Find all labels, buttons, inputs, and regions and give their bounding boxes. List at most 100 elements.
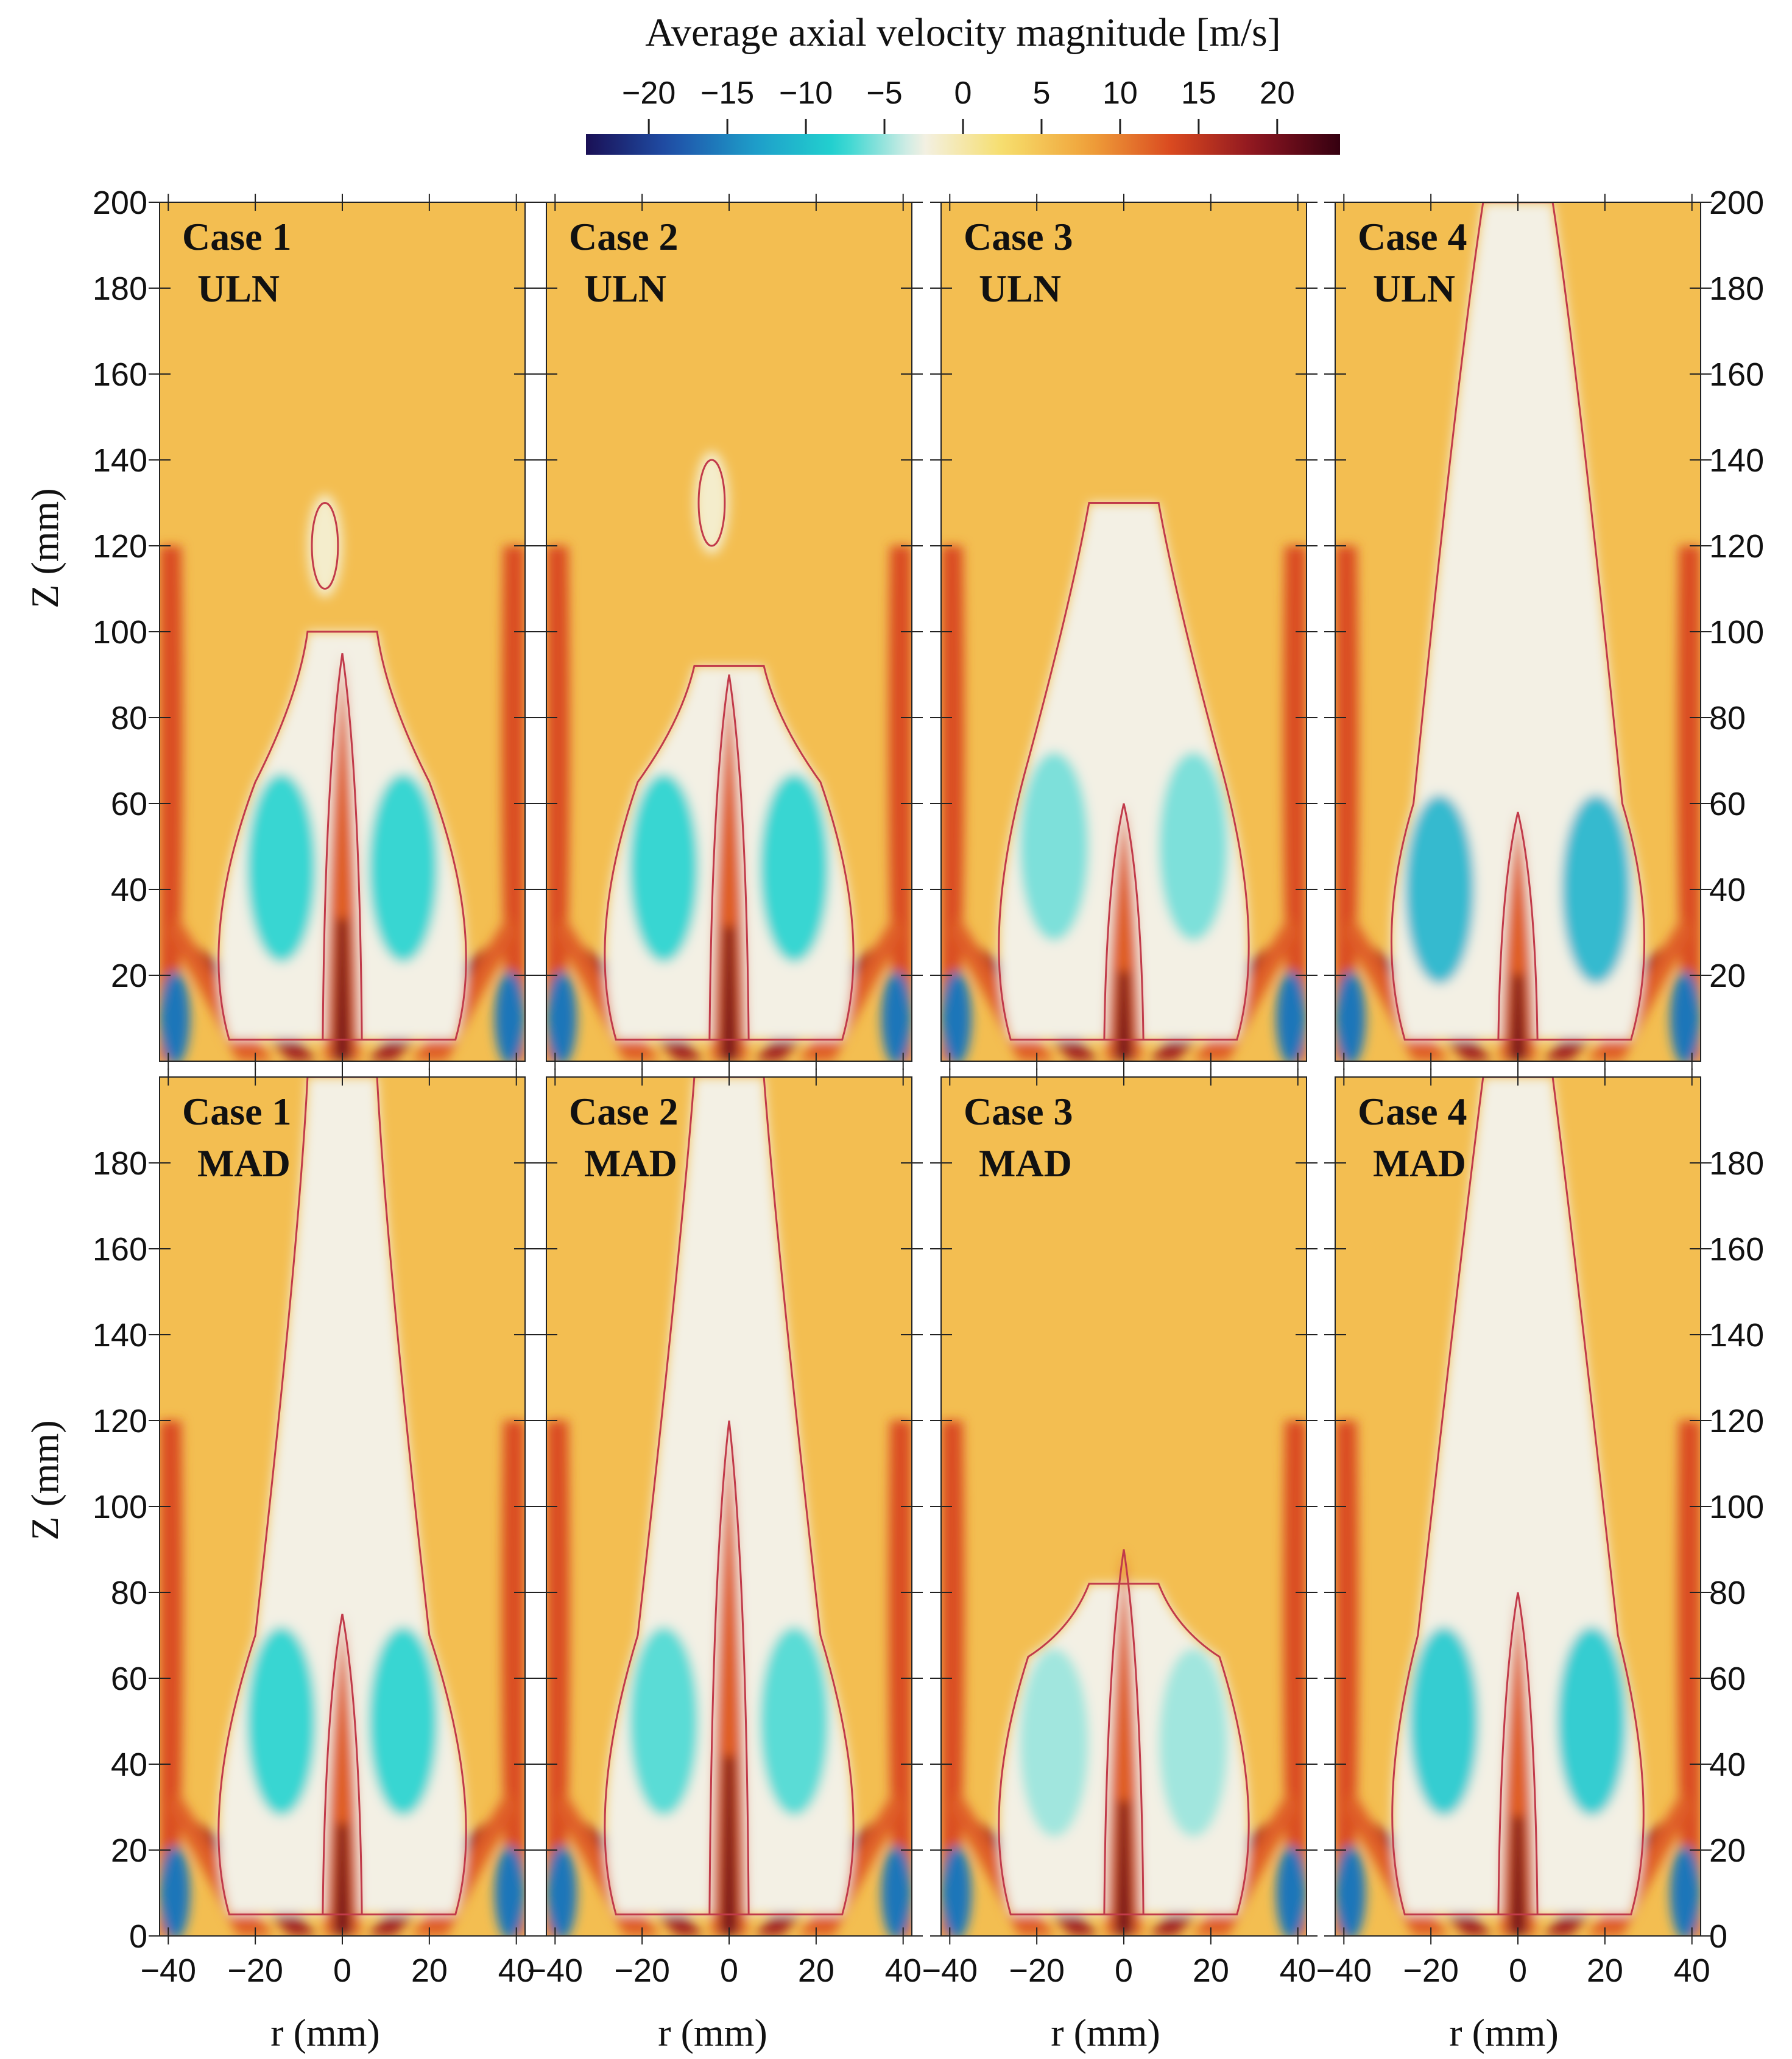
x-tick-label: 20 (1193, 1952, 1229, 1989)
panel-case-label: Case 2 (569, 1090, 679, 1133)
jet-contour (322, 653, 363, 1040)
ylabel-bottom: Z (mm) (23, 1420, 66, 1540)
y-tick-label: 180 (1709, 270, 1764, 307)
recirculation-core (1557, 1626, 1627, 1816)
recirculation-core (246, 1626, 317, 1816)
y-tick-label: 160 (93, 1231, 147, 1268)
corner-vortex (546, 970, 577, 1061)
panel-case-label: Case 3 (964, 215, 1073, 258)
y-tick-label: 40 (111, 872, 147, 908)
recirculation-core (368, 1626, 439, 1816)
y-tick-label: 180 (93, 1145, 147, 1182)
y-tick-label: 80 (111, 1575, 147, 1611)
panel-method-label: ULN (584, 267, 666, 310)
y-tick-label: 60 (111, 786, 147, 822)
velocity-field (941, 202, 1307, 1061)
recirculation-core (1019, 1648, 1089, 1837)
x-tick-label: −20 (614, 1952, 670, 1989)
panel-method-label: MAD (584, 1142, 677, 1185)
colorbar-tick-label: 5 (1032, 76, 1050, 111)
y-tick-label: 20 (111, 958, 147, 994)
y-tick-label: 160 (1709, 356, 1764, 393)
zero-velocity-contour (998, 1583, 1250, 1916)
velocity-field (160, 202, 525, 1061)
x-tick-label: −20 (1009, 1952, 1065, 1989)
y-tick-label: 0 (129, 1918, 147, 1955)
y-tick-label: 140 (1709, 442, 1764, 479)
y-tick-label: 80 (111, 700, 147, 736)
recirculation-bubble (307, 494, 342, 598)
colorbar-tick-labels: −20 −15 −10 −5 0 5 10 15 20 (622, 76, 1295, 135)
recirculation-bubble (694, 451, 729, 555)
zero-velocity-contour (998, 502, 1250, 1041)
panel-case-label: Case 2 (569, 215, 679, 258)
y-tick-label: 20 (1709, 958, 1746, 994)
x-tick-label: 40 (885, 1952, 922, 1989)
panel-case-label: Case 4 (1358, 1090, 1467, 1133)
panel-method-label: ULN (979, 267, 1061, 310)
heatmap-panels: Case 1ULN20406080100120140160180200Case … (93, 185, 1764, 1989)
xlabel-col2: r (mm) (658, 2011, 767, 2054)
recirculation-core (368, 773, 439, 962)
panel-method-label: ULN (197, 267, 280, 310)
recirculation-core (760, 773, 830, 962)
jet-contour (1103, 803, 1145, 1040)
zero-velocity-contour (604, 665, 855, 1041)
recirculation-core (246, 773, 317, 962)
heatmap-panel: Case 3 MAD −40 −20 0 20 40 (922, 1068, 1318, 1989)
recirculation-core (760, 1626, 830, 1816)
y-tick-label: 60 (1709, 786, 1746, 822)
colorbar-tick-label: 0 (954, 76, 972, 111)
x-tick-label: 20 (798, 1952, 834, 1989)
corner-vortex (1335, 1845, 1366, 1936)
y-tick-label: 40 (1709, 872, 1746, 908)
heatmap-panel: Case 1 MAD 0 20 40 60 80 100 120 140 160 180 −40 −20 0… (93, 1068, 536, 1989)
velocity-field (546, 202, 912, 1061)
y-tick-label: 120 (1709, 1403, 1764, 1439)
y-tick-label: 40 (1709, 1746, 1746, 1783)
y-tick-label: 120 (93, 528, 147, 565)
x-tick-label: −20 (227, 1952, 283, 1989)
jet-contour (1103, 1549, 1145, 1915)
x-tick-label: −40 (527, 1952, 583, 1989)
central-jet (1500, 1592, 1536, 1936)
corner-vortex (495, 970, 525, 1061)
x-tick-label: 0 (1509, 1952, 1527, 1989)
recirculation-core (1019, 752, 1089, 941)
ylabel-top: Z (mm) (23, 488, 66, 608)
y-tick-label: 140 (1709, 1317, 1764, 1354)
x-tick-label: 0 (1115, 1952, 1133, 1989)
velocity-field (160, 1077, 525, 1936)
y-tick-label: 40 (111, 1746, 147, 1783)
panel-case-label: Case 3 (964, 1090, 1073, 1133)
corner-vortex (160, 970, 190, 1061)
y-tick-label: 180 (93, 270, 147, 307)
xlabel-col3: r (mm) (1051, 2011, 1160, 2054)
corner-vortex (941, 1845, 972, 1936)
y-tick-label: 20 (1709, 1832, 1746, 1869)
y-tick-label: 160 (1709, 1231, 1764, 1268)
central-jet-core (333, 918, 351, 1061)
bubble-contour (311, 502, 339, 590)
y-tick-label: 100 (1709, 1489, 1764, 1525)
central-jet-core (720, 925, 738, 1061)
corner-vortex (546, 1845, 577, 1936)
y-tick-label: 20 (111, 1832, 147, 1869)
heatmap-panel: Case 2 ULN (535, 194, 923, 1070)
x-tick-label: −40 (1316, 1952, 1372, 1989)
x-tick-label: −40 (922, 1952, 978, 1989)
central-jet (325, 653, 360, 1061)
corner-vortex (941, 970, 972, 1061)
recirculation-core (1159, 752, 1229, 941)
central-jet (711, 674, 747, 1061)
heatmap-panel: Case 4 MAD 0 20 40 60 80 100 120 140 160 180 −40 −20 0… (1316, 1068, 1764, 1989)
xlabel-col1: r (mm) (270, 2011, 380, 2054)
jet-contour (708, 1420, 750, 1915)
colorbar-title: Average axial velocity magnitude [m/s] (645, 10, 1280, 55)
panel-method-label: MAD (1373, 1142, 1466, 1185)
heatmap-panel: Case 1 ULN 20 40 60 80 100 120 140 160 180 200 (93, 185, 536, 1070)
panel-method-label: ULN (1373, 267, 1455, 310)
x-tick-label: 20 (1587, 1952, 1623, 1989)
corner-vortex (1276, 1845, 1307, 1936)
